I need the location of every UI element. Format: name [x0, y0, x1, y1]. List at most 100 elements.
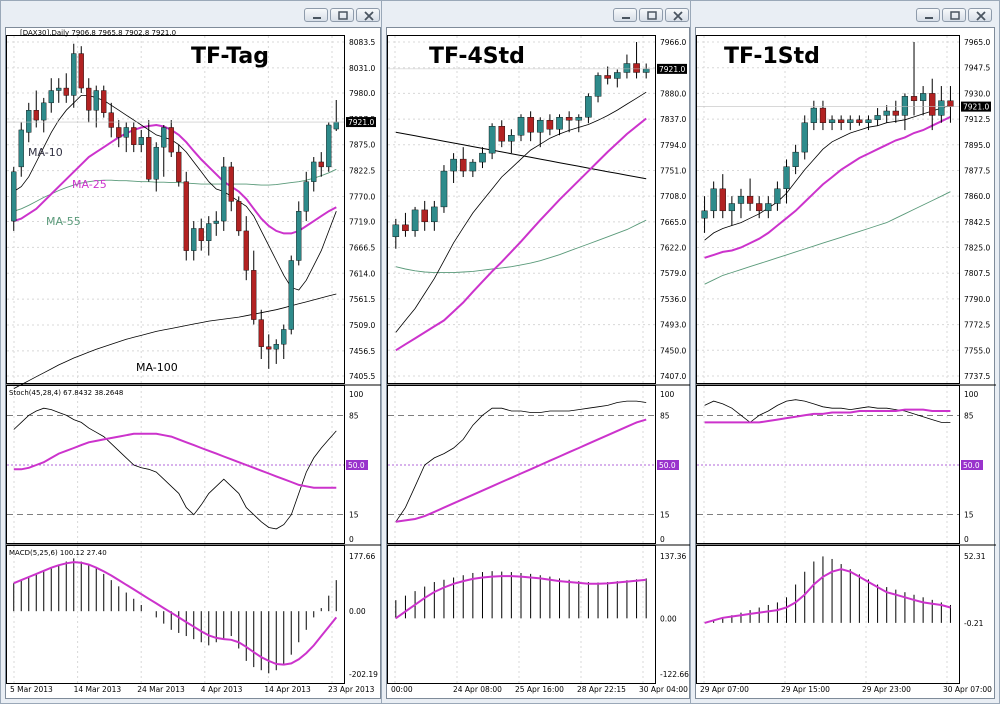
- price-tick-label: 7666.5: [349, 243, 375, 252]
- candle-body: [176, 151, 182, 182]
- candle-body: [792, 151, 799, 167]
- x-tick-label: 28 Apr 22:15: [577, 685, 626, 694]
- candle-body: [440, 170, 448, 208]
- stoch-main-line: [395, 400, 647, 523]
- price-tick-label: 7895.0: [964, 141, 990, 150]
- candle-body: [402, 224, 409, 232]
- pane-border: [6, 35, 345, 384]
- candle-body: [303, 181, 309, 212]
- minimize-button[interactable]: [916, 8, 940, 22]
- candle-body: [333, 121, 339, 130]
- macd-tick-label: 52.31: [964, 552, 986, 561]
- candle-body: [131, 127, 137, 145]
- candle-body: [63, 87, 69, 96]
- price-tick-label: 7875.0: [349, 141, 375, 150]
- price-tick-label: 7751.0: [660, 166, 686, 175]
- candle-body: [929, 93, 936, 116]
- timeframe-title: TF-4Std: [429, 44, 525, 69]
- maximize-button[interactable]: [942, 8, 966, 22]
- candle-body: [469, 161, 477, 172]
- candle-body: [296, 211, 302, 261]
- stoch-main-line: [13, 407, 337, 530]
- macd-tick-label: -202.19: [349, 670, 378, 679]
- candle-body: [856, 119, 863, 123]
- close-button[interactable]: [968, 8, 992, 22]
- macd-header: MACD(5,25,6) 100.12 27.40: [9, 549, 107, 557]
- ma-label: MA-55: [46, 215, 81, 228]
- candle-body: [920, 93, 927, 101]
- maximize-button[interactable]: [330, 8, 354, 22]
- ma-label: MA-10: [28, 146, 63, 159]
- candle-body: [527, 117, 534, 133]
- price-tick-label: 7493.0: [660, 321, 686, 330]
- price-tick-label: 7450.0: [660, 346, 686, 355]
- candle-body: [273, 344, 279, 350]
- stoch-tick-label: 0: [660, 535, 665, 544]
- ma-label: MA-25: [72, 178, 107, 191]
- candle-body: [783, 166, 790, 190]
- window-titlebar: [382, 1, 694, 27]
- chart-area[interactable]: 7966.07923.07880.07837.07794.07751.07708…: [386, 27, 695, 699]
- price-tick-label: 7405.5: [349, 372, 375, 381]
- price-tick-label: 7456.5: [349, 347, 375, 356]
- price-tick-label: 7579.0: [660, 269, 686, 278]
- stoch-tick-label: 15: [964, 511, 974, 520]
- candle-body: [746, 195, 754, 204]
- x-tick-label: 14 Apr 2013: [264, 685, 311, 694]
- candle-body: [575, 117, 583, 121]
- ma25-line: [13, 123, 337, 235]
- close-button[interactable]: [665, 8, 689, 22]
- candle-body: [161, 127, 167, 148]
- stoch-signal-line: [704, 408, 951, 424]
- candle-body: [411, 209, 419, 232]
- candle-body: [392, 224, 400, 237]
- x-tick-label: 23 Apr 2013: [328, 685, 375, 694]
- candle-body: [450, 158, 457, 172]
- candle-body: [86, 87, 92, 111]
- stoch-tick-label: 50.0: [659, 461, 676, 470]
- chart-window-h4: 7966.07923.07880.07837.07794.07751.07708…: [381, 0, 695, 704]
- macd-tick-label: 0.00: [660, 614, 677, 623]
- price-tick-label: 7622.0: [660, 244, 686, 253]
- price-tick-label: 7536.0: [660, 295, 686, 304]
- candle-body: [251, 270, 257, 320]
- price-tick-label: 7947.5: [964, 64, 990, 73]
- chart-window-daily: 8083.58031.07980.07927.57875.07822.57770…: [0, 0, 386, 704]
- macd-signal-line: [13, 561, 338, 666]
- candle-body: [221, 166, 227, 222]
- candle-body: [116, 127, 122, 138]
- x-tick-label: 4 Apr 2013: [201, 685, 243, 694]
- price-tick-label: 7561.5: [349, 295, 375, 304]
- candle-body: [48, 90, 54, 104]
- price-tick-label: 7790.0: [964, 295, 990, 304]
- ma25-line: [704, 115, 951, 259]
- stoch-tick-label: 100: [964, 390, 979, 399]
- stoch-tick-label: 0: [964, 535, 969, 544]
- candle-body: [198, 228, 204, 241]
- candle-body: [614, 72, 621, 79]
- price-tick-label: 7794.0: [660, 141, 686, 150]
- candle-body: [243, 230, 249, 271]
- pane-border: [696, 35, 960, 384]
- candle-body: [11, 171, 17, 222]
- close-button[interactable]: [356, 8, 380, 22]
- candle-body: [326, 124, 332, 168]
- maximize-button[interactable]: [639, 8, 663, 22]
- price-tick-label: 7880.0: [660, 89, 686, 98]
- candle-body: [288, 260, 294, 330]
- minimize-button[interactable]: [304, 8, 328, 22]
- chart-area[interactable]: 7965.0 7947.5 7930.0 7912.5 7895.0 7877.5 7860…: [695, 27, 999, 699]
- candle-body: [728, 203, 735, 212]
- current-price-tag: [346, 117, 376, 128]
- candle-body: [183, 181, 189, 251]
- current-price-label: 7921.0: [348, 118, 374, 127]
- candle-body: [479, 152, 486, 163]
- minimize-button[interactable]: [613, 8, 637, 22]
- candle-body: [828, 119, 836, 123]
- candle-body: [556, 117, 563, 130]
- stoch-tick-label: 100: [660, 390, 675, 399]
- candle-body: [281, 329, 287, 345]
- candle-body: [710, 188, 717, 212]
- chart-area[interactable]: 8083.58031.07980.07927.57875.07822.57770…: [5, 27, 384, 699]
- candle-body: [623, 63, 631, 73]
